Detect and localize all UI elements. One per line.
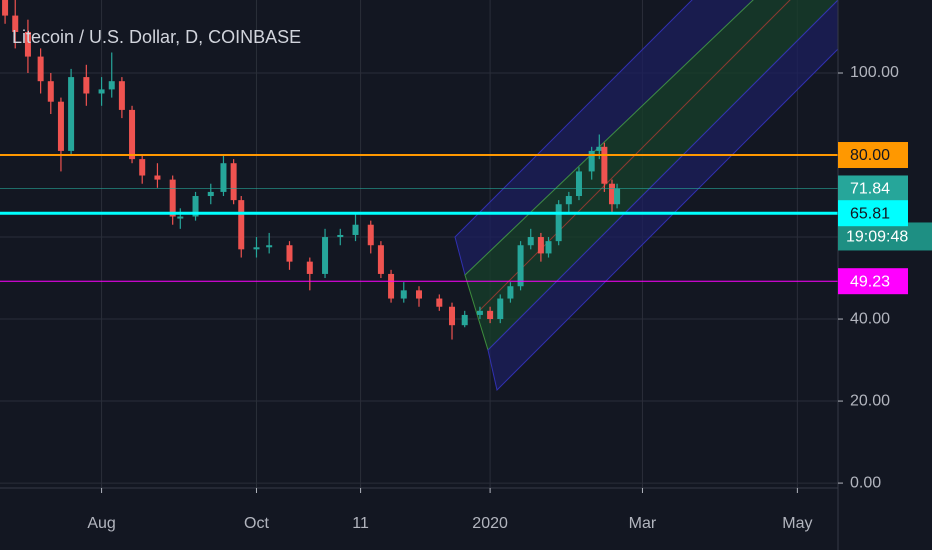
chart-title: Litecoin / U.S. Dollar, D, COINBASE [12,27,301,47]
price-label: 65.81 [850,205,890,222]
candle-body [388,273,395,299]
candle-body [575,171,582,197]
price-label: 71.84 [850,181,890,198]
candle-body [108,81,115,90]
candle-body [537,237,544,254]
candle-body [608,183,615,205]
candle-body [416,290,422,299]
candle-body [306,261,313,274]
candle-body [266,245,273,248]
candle-body [527,237,534,246]
candle-body [377,245,384,274]
pitchfork-median [477,0,791,313]
candle-body [139,159,146,176]
x-tick-label: Mar [629,515,657,532]
candle-body [487,310,494,320]
candle-body [57,101,64,151]
candle-body [545,241,552,254]
y-tick-label: 40.00 [850,310,890,327]
candle-body [476,310,483,315]
candle-body [220,163,227,192]
pitchfork-center-band [464,0,838,351]
x-tick-label: Aug [87,515,115,532]
candle-body [400,290,407,299]
candle-body [601,146,608,184]
candle-body [12,15,19,32]
candle-body [322,237,329,274]
candle-body [230,163,237,201]
candle-body [118,81,125,110]
x-tick-label: May [782,515,812,532]
candle-body [449,306,456,326]
candle-body [207,191,214,197]
candle-body [286,245,293,262]
price-label-box [838,175,908,202]
countdown-label: 19:09:48 [846,229,908,246]
candle-body [565,196,572,205]
candle-body [352,224,359,235]
candles [2,0,621,340]
x-tick-label: 11 [352,515,369,532]
candle-body [461,314,468,326]
y-tick-label: 0.00 [850,474,881,491]
price-label-box [838,268,908,295]
x-tick-label: 2020 [472,515,508,532]
candle-body [98,89,105,94]
candle-body [177,216,184,219]
pitchfork [454,0,838,391]
candle-body [588,150,595,172]
candle-body [507,286,514,299]
candle-body [253,247,260,250]
price-labels: 80.00 71.84 19:09:48 65.81 49.23 [838,142,932,295]
candle-body [517,245,524,287]
candle-body [154,175,161,180]
price-label: 80.00 [850,147,890,164]
candle-body [497,298,504,320]
candle-body [238,200,245,250]
candle-body [47,81,54,102]
candle-body [169,179,176,217]
price-label-box [838,200,908,227]
y-tick-label: 20.00 [850,392,890,409]
candle-body [596,146,603,151]
candle-body [436,298,443,307]
candle-body [555,204,562,242]
price-label: 49.23 [850,273,890,290]
candle-body [192,196,199,217]
candle-body [68,77,75,151]
candle-body [367,224,374,246]
candle-body [337,234,344,238]
candle-body [129,109,136,160]
candle-body [614,188,621,205]
y-tick-label: 100.00 [850,64,899,81]
candle-body [37,56,44,82]
levels [0,154,838,282]
pitchfork-upper-band [454,0,754,276]
x-tick-label: Oct [244,515,269,532]
pitchfork-lower-band [487,0,838,391]
candle-body [2,0,9,16]
price-label-box [838,142,908,169]
candle-body [83,77,90,94]
countdown-box [838,222,932,251]
candle-body [24,31,31,57]
